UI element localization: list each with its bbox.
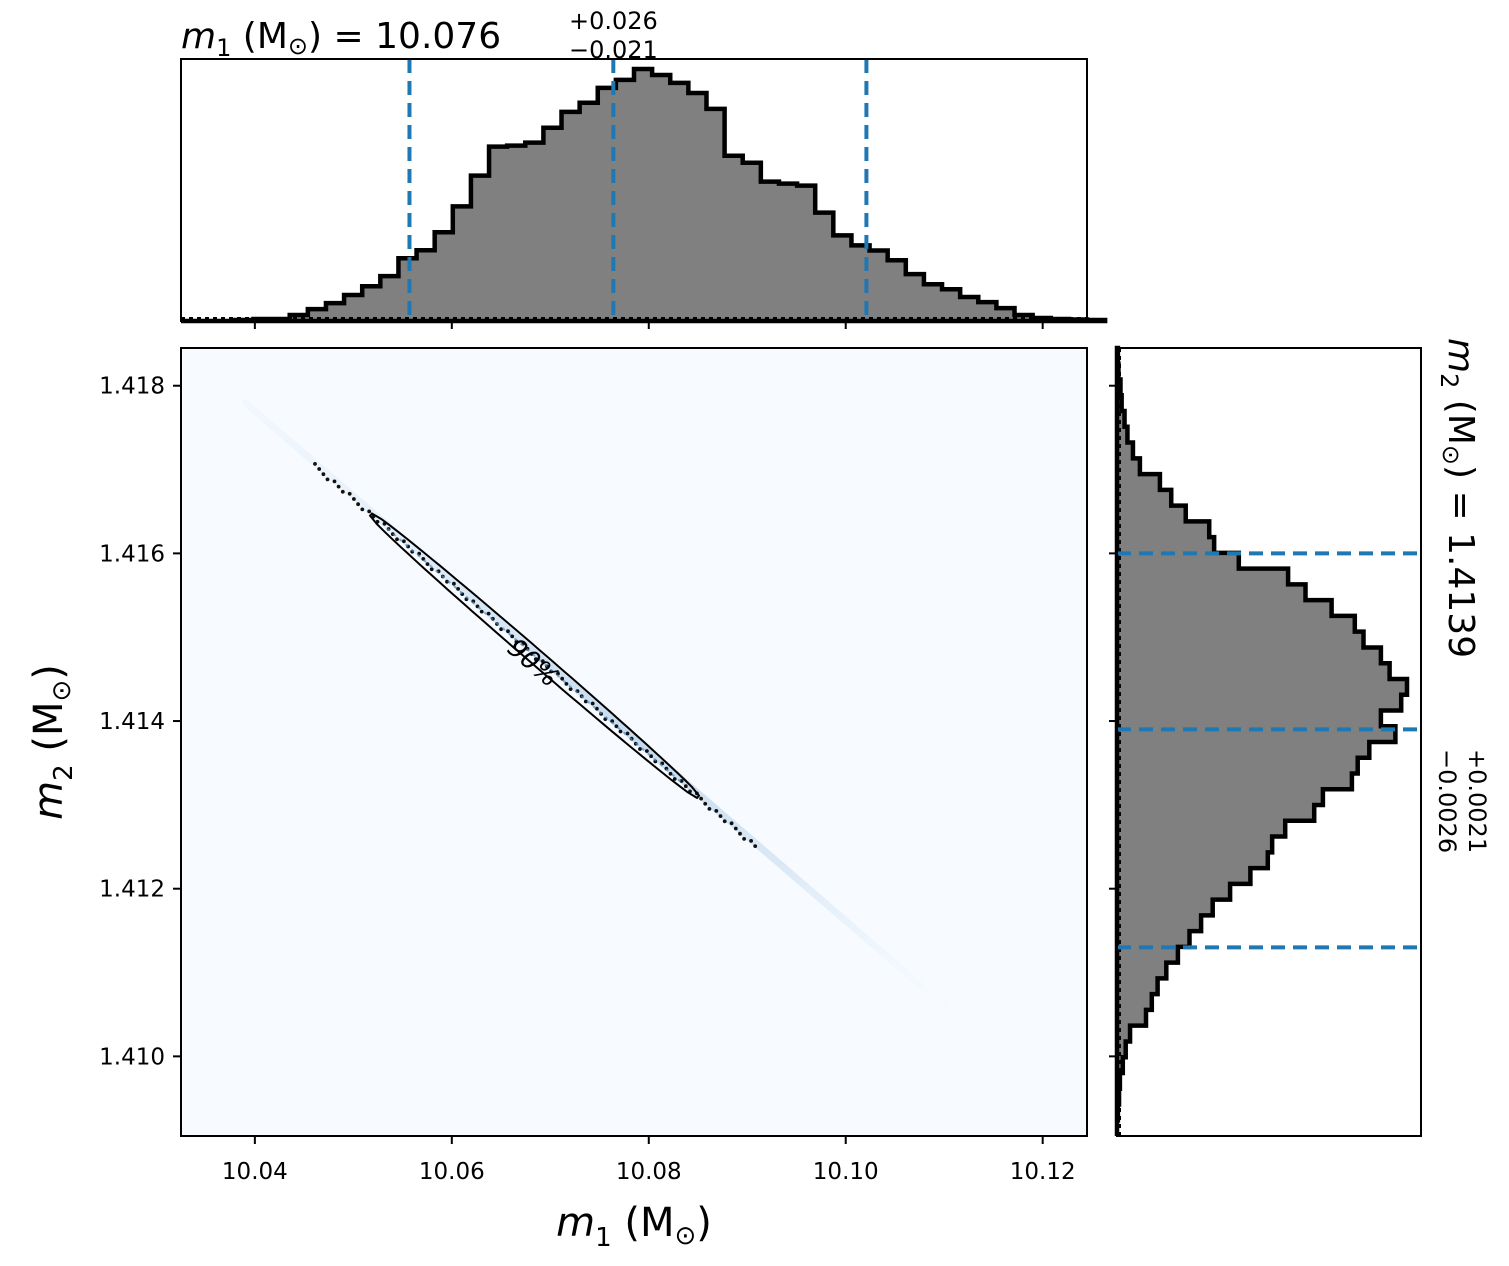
joint-density-core <box>386 527 683 784</box>
joint-sample-5 <box>336 484 341 489</box>
joint-sample-35 <box>486 611 491 616</box>
joint-sample-46 <box>540 659 545 664</box>
m1-histogram-panel: m1 (M⊙) = 10.076 +0.026 −0.021 <box>180 7 1108 329</box>
x-tick-label-3: 10.10 <box>813 1159 879 1185</box>
joint-sample-7 <box>347 491 352 496</box>
joint-sample-0 <box>313 462 317 466</box>
joint-sample-49 <box>556 671 560 676</box>
joint-sample-2 <box>321 472 326 477</box>
joint-sample-81 <box>714 809 719 813</box>
joint-sample-82 <box>718 814 723 818</box>
x-axis-label: m1 (M⊙) <box>556 1200 712 1253</box>
joint-sample-29 <box>456 587 460 591</box>
joint-sample-61 <box>614 724 619 729</box>
m2-histogram-frame <box>1116 347 1422 1137</box>
joint-sample-89 <box>753 844 758 848</box>
joint-sample-52 <box>568 687 573 691</box>
joint-sample-62 <box>618 729 623 734</box>
joint-sample-56 <box>590 701 595 706</box>
joint-sample-74 <box>679 779 684 783</box>
y-tick-label-4: 1.418 <box>99 374 165 400</box>
y-tick-label-3: 1.416 <box>99 541 165 567</box>
joint-contour-90 <box>368 512 701 800</box>
joint-sample-88 <box>749 839 753 843</box>
joint-sample-45 <box>533 657 538 662</box>
joint-sample-24 <box>429 567 434 572</box>
m1-minus-error: −0.021 <box>569 36 658 64</box>
joint-sample-27 <box>445 579 449 584</box>
m2-title-group: m2 (M⊙) = 1.4139 +0.0021 −0.0026 <box>1433 338 1491 853</box>
joint-sample-67 <box>645 749 649 753</box>
joint-samples <box>313 462 758 848</box>
joint-density-ridge <box>241 398 968 1027</box>
x-tick-label-1: 10.06 <box>419 1159 485 1185</box>
joint-sample-72 <box>668 771 673 776</box>
m1-histogram-ticks <box>253 321 1044 329</box>
joint-sample-18 <box>402 539 406 544</box>
joint-sample-87 <box>742 837 746 841</box>
m2-histogram-ticks <box>1109 384 1117 1058</box>
x-axis-ticks: 10.04 10.06 10.08 10.10 10.12 <box>222 1136 1076 1185</box>
joint-sample-55 <box>583 699 588 704</box>
x-tick-label-2: 10.08 <box>616 1159 682 1185</box>
joint-frame <box>180 347 1088 1137</box>
m2-minus-error: −0.0026 <box>1433 749 1461 853</box>
y-axis-label: m2 (M⊙) <box>26 664 79 820</box>
joint-sample-23 <box>425 562 430 566</box>
m1-title: m1 (M⊙) = 10.076 <box>181 16 501 62</box>
joint-sample-66 <box>638 747 642 751</box>
joint-sample-63 <box>625 731 630 736</box>
joint-sample-28 <box>452 581 456 586</box>
joint-sample-3 <box>325 477 330 482</box>
joint-sample-73 <box>672 777 677 781</box>
joint-sample-75 <box>683 784 688 789</box>
m2-histogram-bars <box>1114 345 1410 1136</box>
x-tick-label-0: 10.04 <box>222 1159 288 1185</box>
y-tick-label-1: 1.412 <box>99 877 165 903</box>
joint-sample-84 <box>729 821 734 826</box>
joint-panel: 90% 10.04 10.06 10.08 10.10 10.12 1.4101.412… <box>26 347 1088 1253</box>
joint-sample-83 <box>722 819 727 824</box>
joint-sample-60 <box>610 719 615 723</box>
x-tick-label-4: 10.12 <box>1010 1159 1076 1185</box>
joint-sample-6 <box>340 489 345 494</box>
joint-sample-41 <box>514 639 519 644</box>
joint-sample-17 <box>395 537 399 542</box>
joint-sample-78 <box>699 796 703 801</box>
m2-histogram-panel: m2 (M⊙) = 1.4139 +0.0021 −0.0026 <box>1109 338 1491 1137</box>
m1-plus-error: +0.026 <box>569 7 658 35</box>
joint-sample-10 <box>360 507 365 512</box>
joint-sample-9 <box>356 502 360 507</box>
joint-sample-40 <box>510 634 515 639</box>
y-tick-label-2: 1.414 <box>99 709 165 735</box>
joint-sample-4 <box>332 479 337 484</box>
joint-sample-38 <box>499 627 503 632</box>
m2-quantile-lines <box>1117 551 1421 950</box>
m1-histogram-bars <box>181 66 1108 324</box>
m2-title: m2 (M⊙) = 1.4139 <box>1435 338 1481 658</box>
m2-plus-error: +0.0021 <box>1463 749 1491 853</box>
joint-sample-86 <box>738 831 742 836</box>
joint-sample-51 <box>564 682 569 686</box>
joint-sample-8 <box>352 497 356 501</box>
m1-histogram-frame <box>180 58 1088 322</box>
joint-sample-1 <box>317 467 322 471</box>
joint-sample-79 <box>703 801 708 806</box>
joint-sample-50 <box>560 676 565 681</box>
y-axis-ticks: 1.410 1.412 1.414 1.416 1.418 <box>99 374 181 1070</box>
joint-sample-85 <box>733 826 738 831</box>
joint-sample-39 <box>506 629 510 634</box>
joint-sample-34 <box>479 609 484 614</box>
joint-sample-80 <box>707 807 712 811</box>
y-tick-label-0: 1.410 <box>99 1044 165 1070</box>
joint-sample-11 <box>367 509 372 514</box>
